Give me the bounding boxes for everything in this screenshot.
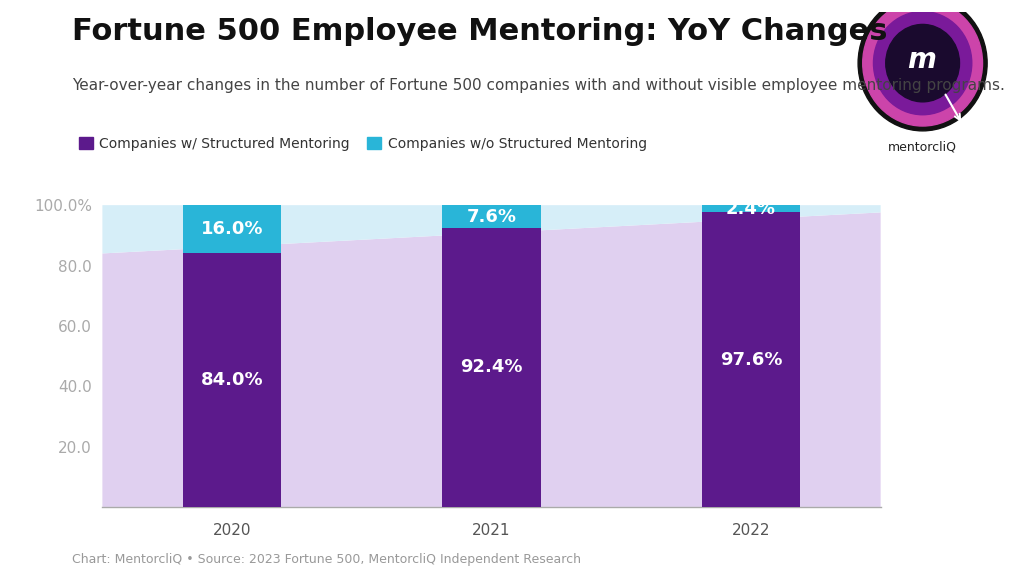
Text: mentorcliQ: mentorcliQ	[888, 141, 957, 153]
Circle shape	[886, 24, 959, 102]
Bar	[442, 228, 541, 507]
Bar	[701, 213, 800, 507]
Bar	[183, 253, 282, 507]
Text: 7.6%: 7.6%	[467, 207, 516, 226]
Text: Year-over-year changes in the number of Fortune 500 companies with and without v: Year-over-year changes in the number of …	[72, 78, 1005, 93]
Circle shape	[873, 12, 972, 115]
Polygon shape	[102, 205, 881, 253]
Text: 97.6%: 97.6%	[720, 351, 782, 369]
Polygon shape	[102, 213, 881, 507]
Bar	[442, 205, 541, 228]
Legend: Companies w/ Structured Mentoring, Companies w/o Structured Mentoring: Companies w/ Structured Mentoring, Compa…	[79, 137, 647, 150]
Bar	[701, 205, 800, 213]
Bar	[183, 205, 282, 253]
Text: 16.0%: 16.0%	[201, 220, 263, 238]
Circle shape	[862, 0, 983, 126]
Text: m: m	[906, 46, 936, 74]
Text: Chart: MentorcliQ • Source: 2023 Fortune 500, MentorcliQ Independent Research: Chart: MentorcliQ • Source: 2023 Fortune…	[72, 552, 581, 566]
Circle shape	[858, 0, 987, 131]
Text: 2.4%: 2.4%	[726, 200, 776, 218]
Text: Fortune 500 Employee Mentoring: YoY Changes: Fortune 500 Employee Mentoring: YoY Chan…	[72, 17, 887, 46]
Text: 92.4%: 92.4%	[460, 358, 523, 377]
Text: 84.0%: 84.0%	[201, 371, 263, 389]
